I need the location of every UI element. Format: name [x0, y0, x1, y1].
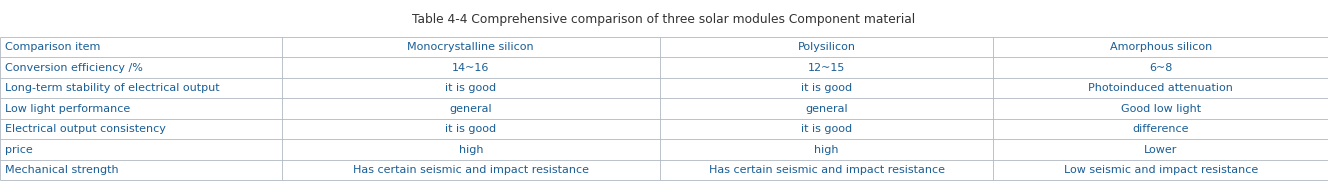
Text: Good low light: Good low light — [1121, 104, 1201, 114]
Text: high: high — [458, 145, 483, 155]
Text: general: general — [805, 104, 849, 114]
Text: Low light performance: Low light performance — [5, 104, 130, 114]
Text: high: high — [814, 145, 839, 155]
Text: 12~15: 12~15 — [807, 63, 846, 72]
Text: Amorphous silicon: Amorphous silicon — [1110, 42, 1211, 52]
Text: Low seismic and impact resistance: Low seismic and impact resistance — [1064, 165, 1258, 175]
Text: it is good: it is good — [801, 124, 853, 134]
Text: it is good: it is good — [445, 124, 497, 134]
Text: it is good: it is good — [801, 83, 853, 93]
Text: general: general — [449, 104, 493, 114]
Text: Conversion efficiency /%: Conversion efficiency /% — [5, 63, 143, 72]
Text: 6~8: 6~8 — [1149, 63, 1173, 72]
Text: Comparison item: Comparison item — [5, 42, 101, 52]
Text: difference: difference — [1133, 124, 1189, 134]
Text: Lower: Lower — [1143, 145, 1178, 155]
Text: Has certain seismic and impact resistance: Has certain seismic and impact resistanc… — [353, 165, 588, 175]
Text: Mechanical strength: Mechanical strength — [5, 165, 120, 175]
Text: Monocrystalline silicon: Monocrystalline silicon — [408, 42, 534, 52]
Text: Table 4-4 Comprehensive comparison of three solar modules Component material: Table 4-4 Comprehensive comparison of th… — [413, 13, 915, 26]
Text: 14~16: 14~16 — [452, 63, 490, 72]
Text: Long-term stability of electrical output: Long-term stability of electrical output — [5, 83, 220, 93]
Text: Has certain seismic and impact resistance: Has certain seismic and impact resistanc… — [709, 165, 944, 175]
Text: Photoinduced attenuation: Photoinduced attenuation — [1088, 83, 1234, 93]
Text: Polysilicon: Polysilicon — [798, 42, 855, 52]
Text: it is good: it is good — [445, 83, 497, 93]
Text: Electrical output consistency: Electrical output consistency — [5, 124, 166, 134]
Text: price: price — [5, 145, 33, 155]
